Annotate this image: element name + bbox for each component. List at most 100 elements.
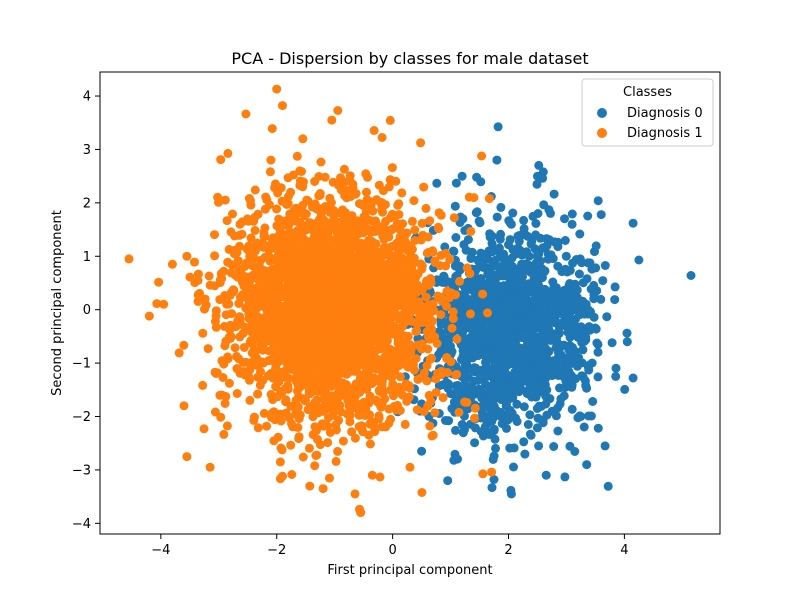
scatter-point-series-0 <box>532 251 542 261</box>
scatter-point-series-1 <box>383 315 393 325</box>
scatter-point-series-0 <box>596 210 606 220</box>
scatter-point-series-1 <box>304 292 314 302</box>
scatter-point-series-0 <box>534 441 544 451</box>
scatter-point-series-1 <box>220 195 230 205</box>
scatter-point-series-1 <box>253 423 263 433</box>
scatter-point-series-0 <box>451 233 461 242</box>
scatter-point-series-1 <box>174 348 184 358</box>
scatter-point-series-1 <box>448 314 458 324</box>
scatter-point-series-1 <box>431 388 441 397</box>
scatter-point-series-1 <box>222 216 232 226</box>
scatter-point-series-1 <box>268 373 278 383</box>
scatter-point-series-1 <box>371 220 381 229</box>
scatter-point-series-1 <box>436 210 446 220</box>
scatter-point-series-0 <box>542 234 552 244</box>
scatter-point-series-0 <box>528 211 538 221</box>
scatter-point-series-1 <box>309 303 319 313</box>
scatter-point-series-1 <box>395 232 405 242</box>
scatter-point-series-1 <box>404 276 414 286</box>
scatter-point-series-1 <box>413 340 423 350</box>
scatter-point-series-0 <box>449 246 459 256</box>
scatter-point-series-1 <box>252 244 261 254</box>
scatter-point-series-0 <box>567 209 577 219</box>
scatter-point-series-0 <box>525 410 535 420</box>
legend-label-diagnosis-0: Diagnosis 0 <box>627 106 703 121</box>
scatter-point-series-1 <box>315 284 325 294</box>
scatter-point-series-1 <box>255 296 265 306</box>
scatter-point-series-0 <box>532 179 542 189</box>
scatter-point-series-0 <box>593 423 603 433</box>
scatter-point-series-0 <box>443 476 453 486</box>
scatter-point-series-1 <box>313 205 323 214</box>
scatter-point-series-0 <box>530 244 540 254</box>
scatter-point-series-0 <box>453 454 462 464</box>
scatter-point-series-1 <box>320 172 330 182</box>
scatter-point-series-1 <box>370 254 380 264</box>
scatter-point-series-1 <box>356 259 366 269</box>
scatter-point-series-1 <box>210 230 219 240</box>
scatter-point-series-1 <box>265 167 275 177</box>
scatter-point-series-1 <box>254 261 264 271</box>
scatter-point-series-0 <box>628 218 638 228</box>
scatter-point-series-1 <box>375 472 385 482</box>
scatter-point-series-1 <box>402 361 412 371</box>
scatter-point-series-1 <box>281 395 291 405</box>
scatter-point-series-0 <box>565 377 575 387</box>
scatter-point-series-1 <box>241 109 251 119</box>
scatter-point-series-1 <box>298 208 308 218</box>
scatter-point-series-0 <box>560 264 570 274</box>
scatter-point-series-1 <box>301 396 310 406</box>
scatter-point-series-0 <box>486 297 496 306</box>
scatter-point-series-0 <box>540 309 550 319</box>
scatter-point-series-1 <box>333 106 343 115</box>
scatter-point-series-1 <box>344 411 354 421</box>
scatter-point-series-1 <box>338 381 347 391</box>
scatter-point-series-1 <box>307 326 317 336</box>
scatter-point-series-1 <box>212 368 222 378</box>
scatter-point-series-0 <box>506 219 516 229</box>
scatter-point-series-0 <box>560 472 570 482</box>
scatter-point-series-1 <box>219 429 229 439</box>
scatter-point-series-0 <box>496 202 506 212</box>
scatter-point-series-1 <box>318 226 328 236</box>
scatter-point-series-1 <box>243 295 253 305</box>
scatter-point-series-0 <box>492 155 502 165</box>
scatter-point-series-0 <box>476 413 486 423</box>
scatter-point-series-1 <box>425 354 435 364</box>
scatter-point-series-1 <box>400 268 410 278</box>
scatter-point-series-1 <box>416 373 426 383</box>
scatter-point-series-0 <box>544 324 554 334</box>
scatter-point-series-1 <box>386 414 396 424</box>
scatter-point-series-1 <box>477 151 487 161</box>
scatter-point-series-1 <box>224 378 234 388</box>
scatter-point-series-1 <box>301 225 311 235</box>
scatter-point-series-0 <box>560 236 570 245</box>
scatter-point-series-1 <box>190 257 199 267</box>
scatter-point-series-1 <box>425 216 435 226</box>
scatter-point-series-1 <box>223 148 233 158</box>
scatter-point-series-1 <box>447 323 457 333</box>
scatter-point-series-1 <box>436 310 446 320</box>
scatter-point-series-1 <box>406 305 416 315</box>
scatter-point-series-1 <box>417 218 427 228</box>
scatter-point-series-1 <box>223 257 233 267</box>
scatter-point-series-0 <box>456 320 466 330</box>
scatter-point-series-1 <box>411 354 421 364</box>
scatter-point-series-0 <box>557 364 567 373</box>
scatter-point-series-0 <box>459 240 469 250</box>
scatter-point-series-1 <box>237 271 247 281</box>
scatter-point-series-1 <box>398 219 408 229</box>
scatter-point-series-0 <box>529 350 539 360</box>
x-axis-label: First principal component <box>327 563 492 578</box>
scatter-point-series-0 <box>518 267 528 277</box>
scatter-point-series-0 <box>588 397 598 406</box>
scatter-point-series-1 <box>311 228 321 238</box>
scatter-point-series-0 <box>432 178 442 188</box>
scatter-point-series-1 <box>382 273 392 283</box>
scatter-point-series-1 <box>276 443 286 453</box>
scatter-point-series-0 <box>620 384 630 394</box>
scatter-point-series-1 <box>400 419 410 429</box>
scatter-point-series-1 <box>386 225 396 235</box>
scatter-point-series-1 <box>283 329 293 339</box>
